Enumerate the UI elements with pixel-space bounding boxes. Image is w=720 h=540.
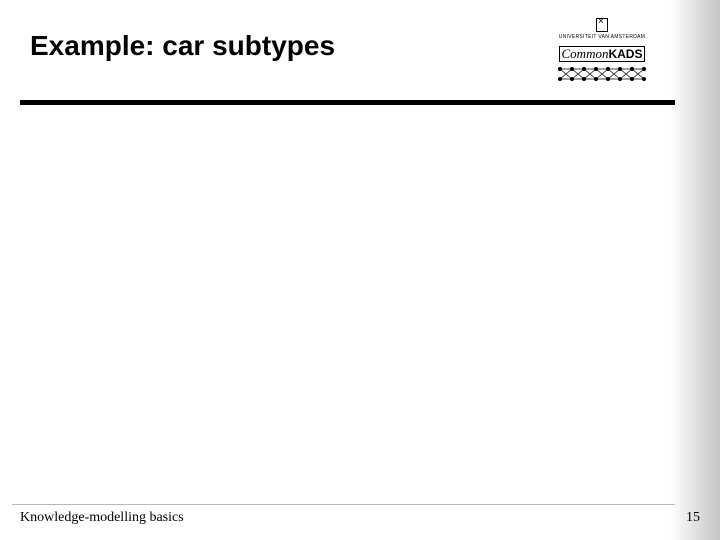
university-logo: UNIVERSITEIT VAN AMSTERDAM: [559, 18, 646, 40]
shield-icon: [596, 18, 608, 32]
university-name: UNIVERSITEIT VAN AMSTERDAM: [559, 34, 646, 40]
title-divider: [20, 100, 675, 105]
footer-text: Knowledge-modelling basics: [20, 510, 184, 526]
commonkads-logo: CommonKADS: [552, 46, 652, 84]
footer-divider: [12, 504, 675, 505]
network-diagram-icon: [552, 64, 652, 84]
page-number: 15: [686, 510, 700, 526]
presentation-slide: Example: car subtypes UNIVERSITEIT VAN A…: [0, 0, 720, 540]
commonkads-prefix: Common: [562, 46, 609, 61]
slide-footer: Knowledge-modelling basics 15: [20, 510, 700, 526]
commonkads-wordmark: CommonKADS: [559, 46, 646, 62]
commonkads-suffix: KADS: [608, 47, 642, 61]
logo-group: UNIVERSITEIT VAN AMSTERDAM CommonKADS: [542, 18, 662, 84]
right-gradient-shadow: [670, 0, 720, 540]
